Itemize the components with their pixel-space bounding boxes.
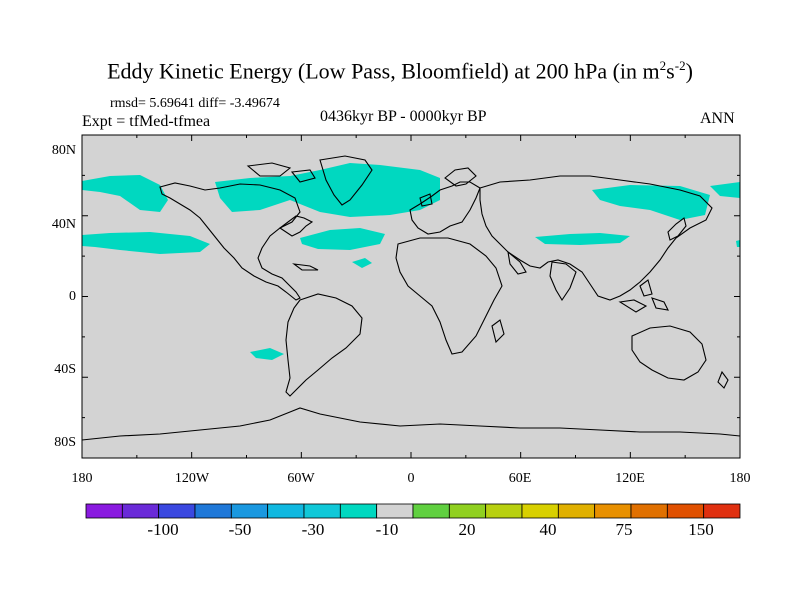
anomaly-asia-subtropical — [535, 233, 630, 245]
anomaly-regions — [82, 163, 740, 360]
lon-tick-label: 60E — [508, 471, 532, 486]
anomaly-north-america-atlantic — [215, 163, 440, 217]
period-label: 0436kyr BP - 0000kyr BP — [320, 108, 487, 125]
colorbar-label: 40 — [539, 520, 557, 539]
colorbar-swatch — [230, 503, 269, 519]
experiment-label: Expt = tfMed-tfmea — [82, 113, 211, 130]
anomaly-small-atlantic — [352, 258, 372, 268]
colorbar-swatch — [376, 503, 414, 519]
lon-tick-label: 0 — [407, 471, 415, 486]
anomaly-east-pacific-edge — [710, 182, 740, 198]
anomaly-north-pacific — [82, 175, 168, 212]
colorbar-label: 150 — [688, 520, 714, 539]
plot-title: Eddy Kinetic Energy (Low Pass, Bloomfiel… — [0, 58, 800, 84]
colorbar-swatch — [412, 503, 450, 519]
anomaly-south-pacific — [250, 348, 284, 360]
colorbar-swatch — [630, 503, 668, 519]
colorbar-swatch — [85, 503, 123, 519]
lon-tick-label: 120W — [174, 471, 210, 486]
colorbar-swatch — [121, 503, 160, 519]
anomaly-subtropical-atlantic — [300, 228, 385, 250]
colorbar-swatch — [339, 503, 378, 519]
lat-tick-label: 40N — [51, 217, 76, 232]
colorbar-swatch — [666, 503, 705, 519]
season-label: ANN — [700, 110, 735, 127]
title-superscript-2: -2 — [674, 58, 686, 73]
lon-tick-label: 180 — [729, 471, 751, 486]
anomaly-subtropical-pacific — [82, 232, 210, 254]
colorbar-label: 20 — [458, 520, 476, 539]
lon-tick-label: 120E — [615, 471, 645, 486]
colorbar-label: -100 — [147, 520, 179, 539]
colorbar-label: -30 — [301, 520, 325, 539]
colorbar-swatch — [521, 503, 559, 519]
lon-tick-label: 60W — [287, 471, 315, 486]
colorbar-swatch — [594, 503, 632, 519]
lat-tick-label: 80S — [54, 435, 76, 450]
colorbar-swatch — [194, 503, 232, 519]
colorbar-swatch — [303, 503, 341, 519]
colorbar — [85, 503, 741, 519]
map-ticks — [81, 134, 741, 459]
colorbar-swatch — [267, 503, 305, 519]
title-end: ) — [685, 58, 693, 84]
lat-tick-label: 0 — [69, 289, 76, 304]
title-mid: s — [666, 58, 675, 84]
coastlines — [81, 155, 741, 441]
colorbar-label: 75 — [615, 520, 633, 539]
colorbar-swatch — [485, 503, 523, 519]
title-superscript-1: 2 — [659, 58, 667, 73]
title-main: Eddy Kinetic Energy (Low Pass, Bloomfiel… — [107, 58, 660, 84]
colorbar-label: -10 — [375, 520, 399, 539]
anomaly-asia-pacific — [592, 185, 710, 220]
colorbar-swatch — [158, 503, 196, 519]
colorbar-swatch — [448, 503, 487, 519]
lat-tick-label: 80N — [51, 143, 76, 158]
colorbar-label: -50 — [228, 520, 252, 539]
anomaly-east-pacific-edge-2 — [736, 240, 740, 247]
colorbar-swatch — [557, 503, 596, 519]
colorbar-swatch — [703, 503, 741, 519]
lat-tick-label: 40S — [54, 362, 76, 377]
lon-tick-label: 180 — [71, 471, 93, 486]
stats-text: rmsd= 5.69641 diff= -3.49674 — [110, 96, 280, 111]
